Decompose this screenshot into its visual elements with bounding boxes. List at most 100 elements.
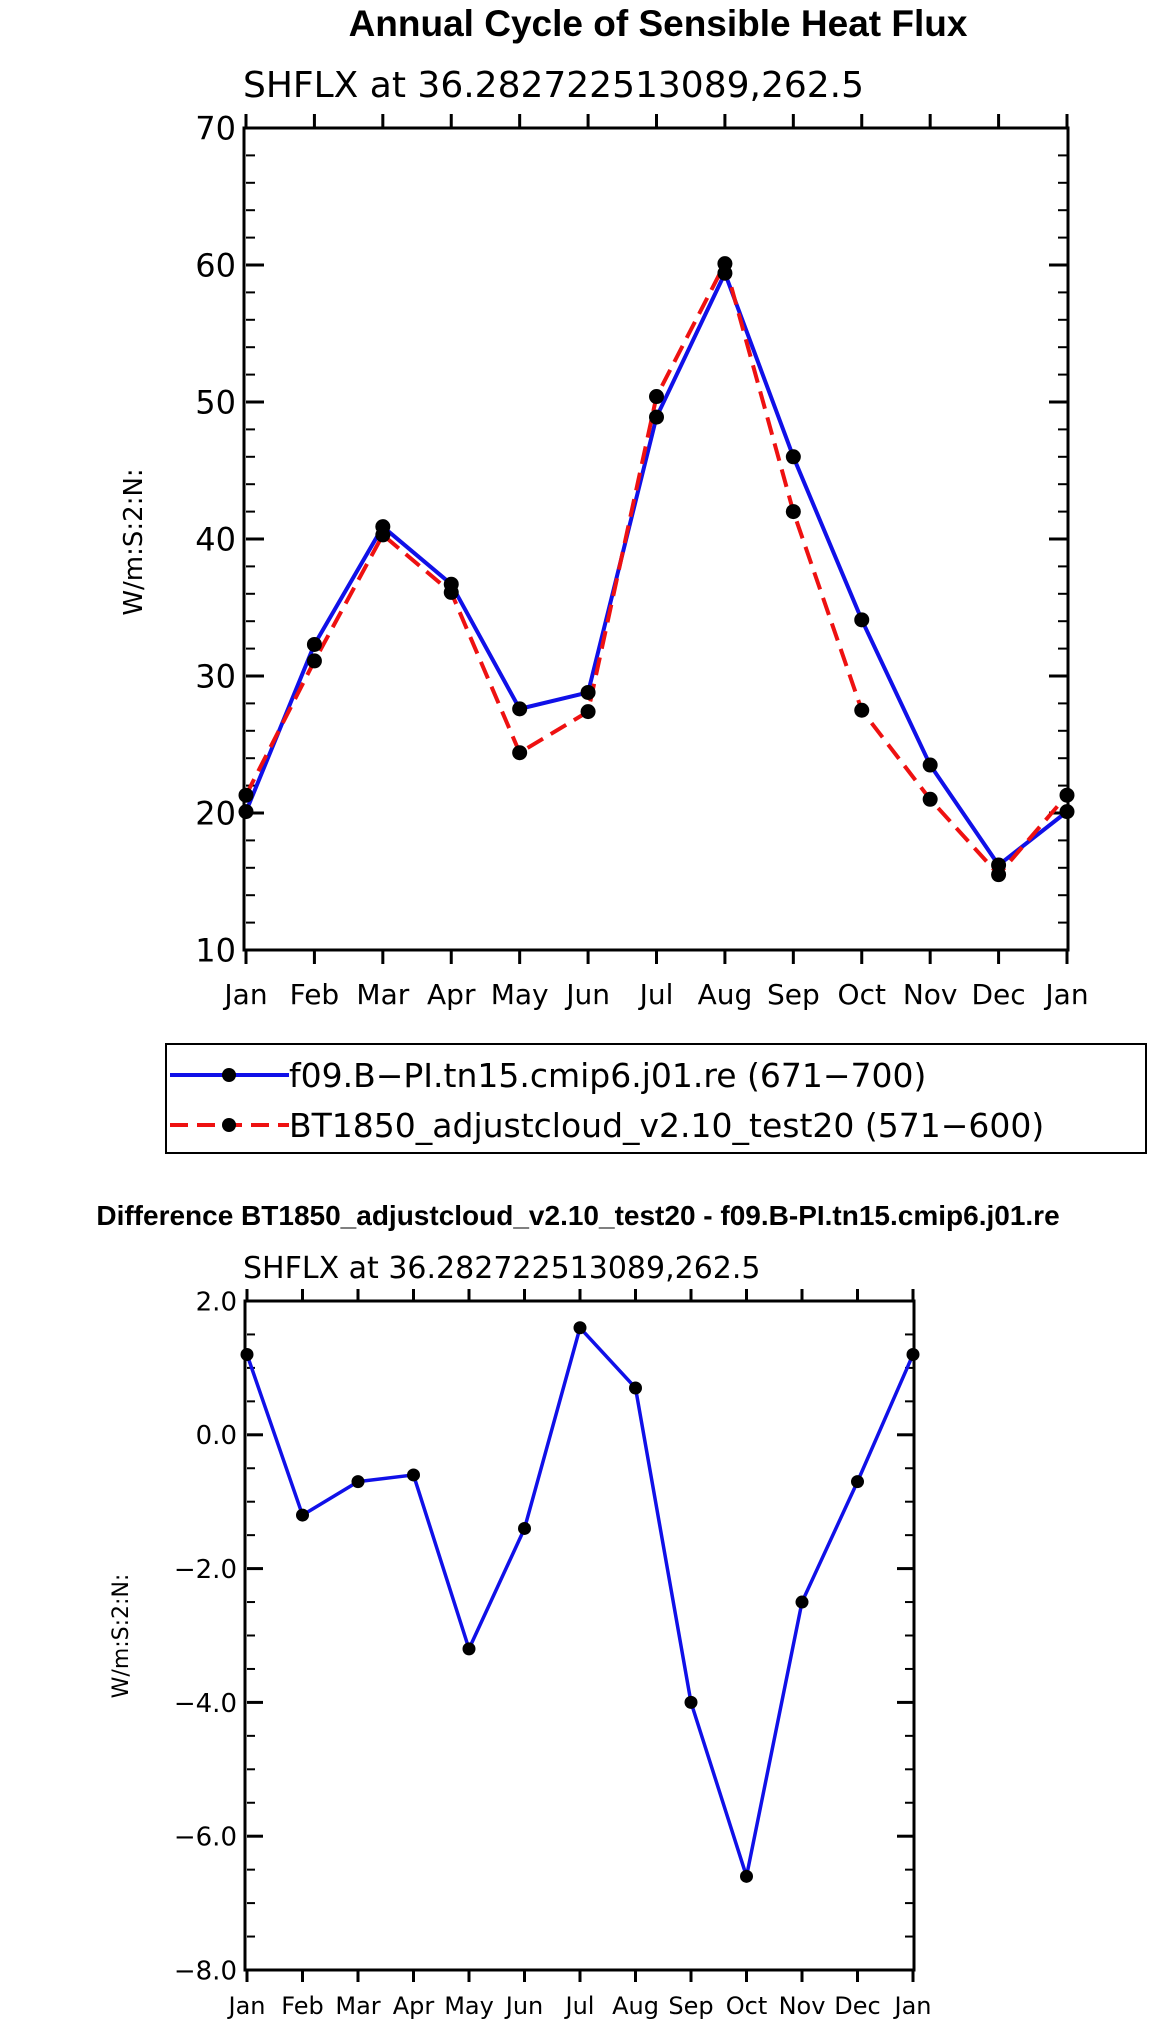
data-point xyxy=(991,867,1007,883)
legend-label-bt1850: BT1850_adjustcloud_v2.10_test20 (571−600… xyxy=(289,1106,1044,1145)
y-tick-label: 0.0 xyxy=(196,1421,237,1451)
chart2-ylabel: W/m:S:2:N: xyxy=(109,1574,134,1699)
x-tick-label: Aug xyxy=(698,978,753,1011)
data-point xyxy=(238,804,254,820)
chart1-title: Annual Cycle of Sensible Heat Flux xyxy=(349,3,968,44)
x-tick-label: Apr xyxy=(427,978,476,1011)
x-tick-label: Mar xyxy=(356,978,409,1011)
chart1-ylabel: W/m:S:2:N: xyxy=(119,468,149,615)
x-tick-label: May xyxy=(444,1992,494,2020)
chart1-series-lines xyxy=(244,261,1069,877)
data-point xyxy=(922,757,938,773)
data-point xyxy=(649,389,664,405)
data-point xyxy=(717,256,733,272)
data-point xyxy=(854,612,870,628)
y-tick-label: 20 xyxy=(195,795,236,833)
x-tick-label: Oct xyxy=(726,1992,768,2020)
data-point xyxy=(512,745,528,761)
x-tick-label: Jan xyxy=(893,1992,932,2020)
data-point xyxy=(306,653,322,669)
x-tick-label: Jun xyxy=(564,978,610,1011)
data-point xyxy=(629,1381,642,1395)
x-tick-label: Dec xyxy=(971,978,1025,1011)
data-point xyxy=(443,584,459,600)
chart2-data-points xyxy=(240,1321,920,1883)
x-tick-label: Aug xyxy=(612,1992,659,2020)
y-tick-label: −4.0 xyxy=(174,1689,237,1719)
chart2-major-ticks xyxy=(245,1289,915,1982)
x-tick-label: Jan xyxy=(1043,978,1088,1011)
chart1-y-tick-labels: 10 20 30 40 50 60 70 xyxy=(195,110,236,970)
chart-annual-cycle: Annual Cycle of Sensible Heat Flux SHFLX… xyxy=(119,3,1147,1154)
data-point xyxy=(580,684,596,700)
data-point xyxy=(518,1521,531,1535)
chart1-minor-ticks xyxy=(246,127,1067,951)
data-point xyxy=(580,704,596,720)
y-tick-label: −8.0 xyxy=(174,1956,237,1986)
x-tick-label: Jan xyxy=(227,1992,266,2020)
series-line-f09 xyxy=(244,271,1069,868)
data-point xyxy=(238,787,254,803)
y-tick-label: 2.0 xyxy=(196,1287,237,1317)
legend-marker-bt1850 xyxy=(222,1118,236,1132)
y-tick-label: 40 xyxy=(195,521,236,559)
y-tick-label: 50 xyxy=(195,384,236,422)
data-point xyxy=(922,791,938,807)
chart2-plot-frame xyxy=(243,1299,916,1972)
chart1-data-points xyxy=(238,256,1075,883)
chart1-subtitle: SHFLX at 36.282722513089,262.5 xyxy=(243,65,864,106)
data-point xyxy=(684,1695,698,1709)
chart2-y-tick-labels: −8.0 −6.0 −4.0 −2.0 0.0 2.0 xyxy=(174,1287,237,1986)
chart2-title: Difference BT1850_adjustcloud_v2.10_test… xyxy=(96,1200,1059,1231)
x-tick-label: Jan xyxy=(222,978,267,1011)
y-tick-label: −6.0 xyxy=(174,1823,237,1853)
data-point xyxy=(306,636,322,652)
x-tick-label: Dec xyxy=(834,1992,880,2020)
x-tick-label: Sep xyxy=(668,1992,713,2020)
data-point xyxy=(785,504,801,520)
data-point xyxy=(240,1348,254,1362)
chart2-subtitle: SHFLX at 36.282722513089,262.5 xyxy=(243,1251,761,1286)
x-tick-label: Oct xyxy=(838,978,886,1011)
y-tick-label: 60 xyxy=(195,247,236,285)
data-point xyxy=(851,1475,864,1489)
x-tick-label: Nov xyxy=(779,1992,826,2020)
x-tick-label: Mar xyxy=(335,1992,380,2020)
x-tick-label: Feb xyxy=(290,978,340,1011)
series-line-difference xyxy=(245,1326,915,1879)
x-tick-label: Jun xyxy=(504,1992,544,2020)
chart1-x-tick-labels: Jan Feb Mar Apr May Jun Jul Aug Sep Oct Nov Dec Jan xyxy=(222,978,1088,1011)
y-tick-label: 30 xyxy=(195,658,236,696)
x-tick-label: Jul xyxy=(564,1992,595,2020)
data-point xyxy=(375,527,391,543)
data-point xyxy=(296,1508,309,1522)
legend-item-f09: f09.B−PI.tn15.cmip6.j01.re (671−700) xyxy=(170,1056,926,1095)
x-tick-label: May xyxy=(491,978,549,1011)
legend-label-f09: f09.B−PI.tn15.cmip6.j01.re (671−700) xyxy=(289,1056,926,1095)
data-point xyxy=(854,702,870,718)
chart-difference: Difference BT1850_adjustcloud_v2.10_test… xyxy=(96,1200,1059,2020)
x-tick-label: Sep xyxy=(767,978,820,1011)
chart1-plot-frame xyxy=(242,126,1070,952)
data-point xyxy=(740,1869,753,1883)
data-point xyxy=(407,1468,420,1482)
chart1-legend: f09.B−PI.tn15.cmip6.j01.re (671−700) BT1… xyxy=(165,1043,1147,1154)
legend-item-bt1850: BT1850_adjustcloud_v2.10_test20 (571−600… xyxy=(170,1106,1044,1145)
data-point xyxy=(351,1475,365,1489)
data-point xyxy=(795,1595,809,1609)
data-point xyxy=(573,1321,587,1335)
legend-marker-f09 xyxy=(222,1068,236,1082)
data-point xyxy=(649,409,664,425)
y-tick-label: −2.0 xyxy=(174,1555,237,1585)
x-tick-label: Nov xyxy=(903,978,958,1011)
chart2-x-tick-labels: Jan Feb Mar Apr May Jun Jul Aug Sep Oct Nov Dec Jan xyxy=(227,1992,932,2020)
legend-box xyxy=(165,1043,1147,1154)
x-tick-label: Feb xyxy=(281,1992,324,2020)
y-tick-label: 70 xyxy=(195,110,236,148)
y-tick-label: 10 xyxy=(195,932,236,970)
x-tick-label: Apr xyxy=(393,1992,435,2020)
data-point xyxy=(462,1642,476,1656)
data-point xyxy=(785,449,801,465)
x-tick-label: Jul xyxy=(638,978,674,1011)
